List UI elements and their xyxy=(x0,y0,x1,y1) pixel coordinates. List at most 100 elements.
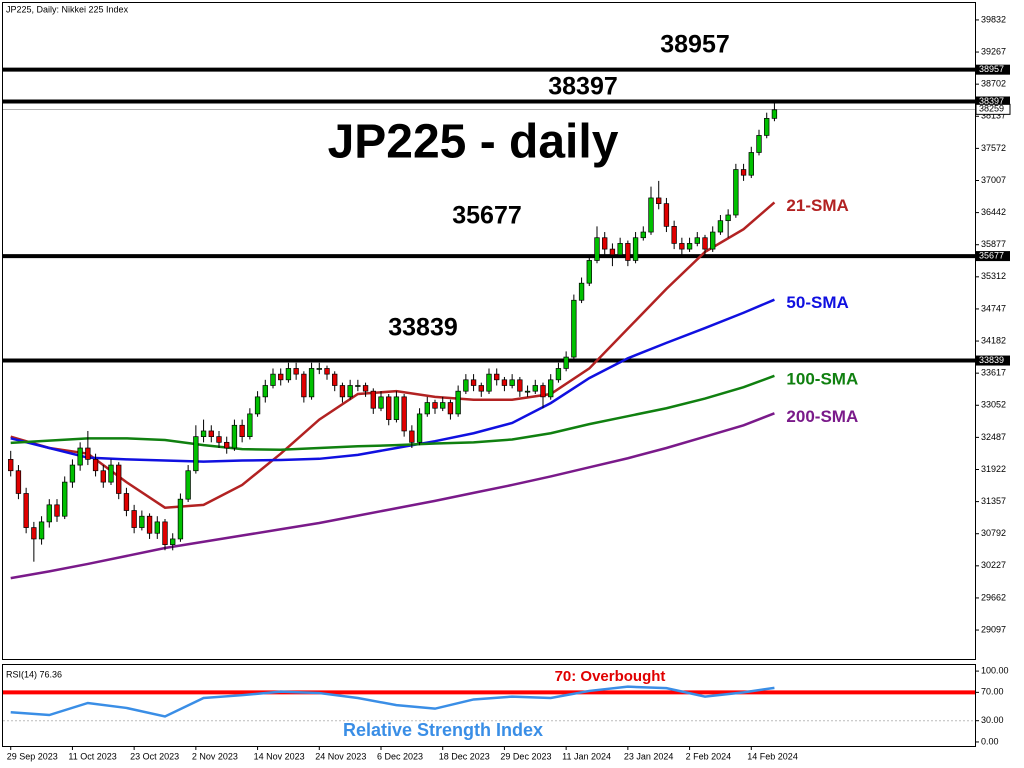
candle-body xyxy=(478,385,484,392)
overbought-label: 70: Overbought xyxy=(555,668,666,685)
sma-label: 50-SMA xyxy=(786,293,848,312)
y-tick-label: 39832 xyxy=(981,14,1006,24)
candle-body xyxy=(416,413,423,443)
chart-title: JP225 - daily xyxy=(328,116,619,169)
candle-body xyxy=(285,368,292,381)
candle-body xyxy=(54,504,60,517)
candle-body xyxy=(632,237,639,261)
y-tick-label: 35877 xyxy=(981,239,1006,249)
candle-body xyxy=(540,385,546,398)
y-tick-label: 38702 xyxy=(981,79,1006,89)
candle-body xyxy=(386,396,392,420)
candle-body xyxy=(278,373,284,381)
candle-body xyxy=(254,396,261,415)
candle-body xyxy=(108,464,114,483)
candle-body xyxy=(494,373,500,381)
candle-body xyxy=(555,368,562,381)
candle-body xyxy=(378,396,384,409)
candle-body xyxy=(239,424,245,437)
candle-body xyxy=(733,169,739,216)
y-tick-label: 39267 xyxy=(981,46,1006,56)
axis-price-label: 38957 xyxy=(979,64,1004,74)
candle-body xyxy=(177,498,184,540)
axis-price-label: 38397 xyxy=(979,96,1004,106)
y-tick-label: 36442 xyxy=(981,207,1006,217)
x-tick-label: 11 Jan 2024 xyxy=(562,751,611,761)
rsi-title: Relative Strength Index xyxy=(343,720,543,740)
candle-body xyxy=(270,373,276,386)
x-tick-label: 23 Jan 2024 xyxy=(624,751,674,761)
candle-body xyxy=(8,459,14,472)
candle-body xyxy=(216,436,222,443)
candle-body xyxy=(686,243,693,250)
last-price-label: 38259 xyxy=(979,104,1004,114)
candle-body xyxy=(154,521,160,534)
axis-price-label: 33839 xyxy=(979,355,1004,365)
y-tick-label: 38137 xyxy=(981,111,1006,121)
candle-body xyxy=(116,464,122,494)
rsi-tick-label: 30.00 xyxy=(981,715,1004,725)
rsi-frame xyxy=(2,664,976,747)
axis-price-box xyxy=(976,96,1010,107)
y-tick-label: 30792 xyxy=(981,528,1006,538)
candle-body xyxy=(100,470,106,483)
sma-label: 100-SMA xyxy=(786,369,858,388)
candle-body xyxy=(440,402,446,409)
header: JP225, Daily: Nikkei 225 Index xyxy=(6,4,129,14)
candle-body xyxy=(139,515,145,528)
candle-body xyxy=(640,231,646,239)
main-frame xyxy=(2,2,976,660)
candle-body xyxy=(262,385,268,398)
y-tick-label: 33617 xyxy=(981,368,1006,378)
candle-body xyxy=(586,260,592,284)
candle-body xyxy=(69,464,76,483)
y-tick-label: 34182 xyxy=(981,335,1006,345)
y-tick-label: 29662 xyxy=(981,592,1006,602)
candle-body xyxy=(710,231,716,250)
candle-body xyxy=(625,243,631,261)
y-tick-label: 37007 xyxy=(981,175,1006,185)
candle-body xyxy=(393,396,400,420)
candle-body xyxy=(609,248,616,256)
sma-line xyxy=(10,298,775,463)
y-tick-label: 29097 xyxy=(981,624,1006,634)
sma-line xyxy=(10,412,775,580)
x-tick-label: 18 Dec 2023 xyxy=(439,751,490,761)
candle-body xyxy=(316,368,322,370)
candle-body xyxy=(162,521,168,545)
candle-body xyxy=(548,379,554,398)
candle-body xyxy=(532,385,538,392)
candle-body xyxy=(224,441,230,449)
candle-body xyxy=(170,538,176,545)
candle-body xyxy=(725,214,731,222)
candle-body xyxy=(46,504,52,523)
last-price-box xyxy=(975,103,1011,115)
x-tick-label: 14 Nov 2023 xyxy=(254,751,305,761)
candle-body xyxy=(370,390,376,409)
y-tick-label: 31922 xyxy=(981,464,1006,474)
rsi-tick-label: 70.00 xyxy=(981,687,1004,697)
candle-body xyxy=(332,373,338,386)
candle-body xyxy=(424,402,430,415)
candle-body xyxy=(77,447,83,466)
x-tick-label: 29 Dec 2023 xyxy=(500,751,551,761)
x-tick-label: 29 Sep 2023 xyxy=(7,751,58,761)
rsi-label: RSI(14) 76.36 xyxy=(6,669,62,679)
candle-body xyxy=(324,368,330,375)
candle-body xyxy=(602,237,608,250)
y-tick-label: 32487 xyxy=(981,432,1006,442)
x-tick-label: 6 Dec 2023 xyxy=(377,751,423,761)
sma-label: 21-SMA xyxy=(786,196,848,215)
x-tick-label: 11 Oct 2023 xyxy=(68,751,116,761)
candle-body xyxy=(486,373,492,392)
rsi-tick-label: 0.00 xyxy=(981,736,999,746)
candle-body xyxy=(293,368,299,375)
candle-body xyxy=(617,243,623,256)
x-tick-label: 14 Feb 2024 xyxy=(747,751,798,761)
candle-body xyxy=(339,385,346,398)
candle-body xyxy=(524,390,531,393)
candle-body xyxy=(247,413,253,437)
y-tick-label: 31357 xyxy=(981,496,1006,506)
candle-body xyxy=(740,169,747,176)
